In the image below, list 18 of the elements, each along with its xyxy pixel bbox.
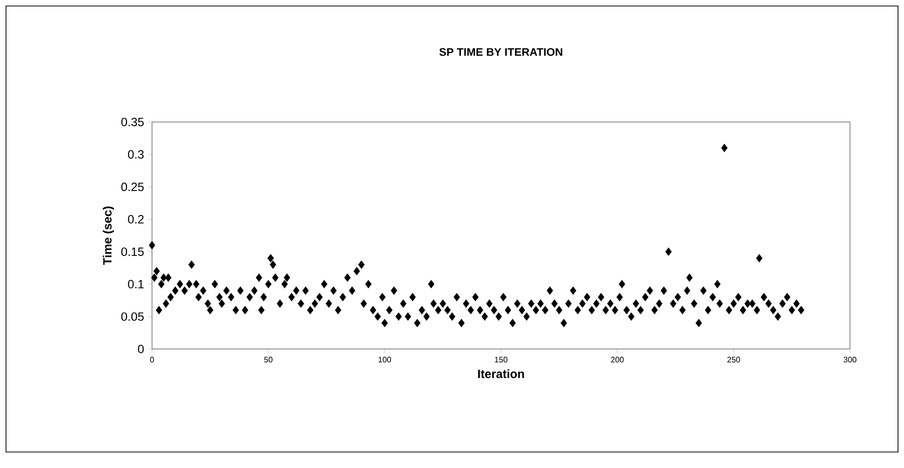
x-tick-label: 250 [727,356,740,362]
y-tick-label: 0.3 [128,150,144,159]
x-tick-label: 300 [844,356,856,362]
x-tick-label: 200 [611,356,624,362]
y-tick-label: 0.05 [121,312,144,321]
x-tick-label: 100 [378,356,392,362]
x-tick-label: 0 [150,356,154,362]
y-tick-label: 0.25 [121,182,144,192]
y-tick-label: 0.15 [121,247,144,256]
y-tick-label: 0.2 [128,215,144,224]
x-tick-label: 150 [494,356,508,362]
chart-title: SP TIME BY ITERATION [439,48,562,56]
y-axis-title: Time (sec) [102,206,114,265]
x-tick-label: 50 [264,356,272,362]
y-tick-label: 0 [138,344,144,354]
y-tick-label: 0.1 [128,280,144,288]
y-tick-label: 0.35 [121,118,144,126]
x-axis-title: Iteration [478,369,524,378]
